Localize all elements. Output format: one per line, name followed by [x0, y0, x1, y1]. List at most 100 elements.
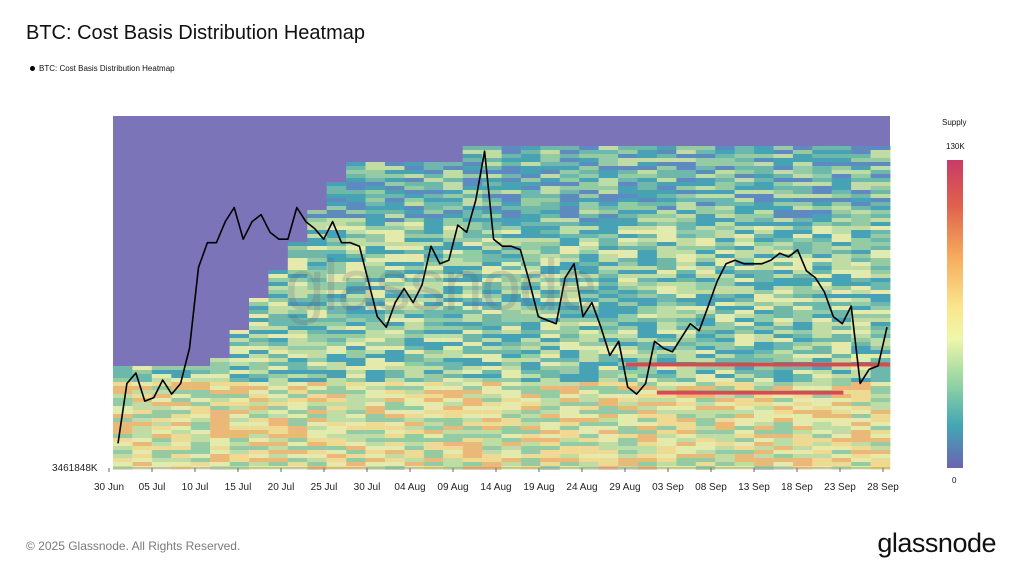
heatmap-cell	[676, 406, 697, 410]
heatmap-cell	[618, 458, 638, 462]
heatmap-cell	[443, 326, 464, 330]
heatmap-cell	[559, 426, 580, 430]
heatmap-cell	[792, 238, 813, 242]
heatmap-cell	[618, 214, 638, 218]
heatmap-cell	[773, 174, 794, 178]
heatmap-cell	[831, 366, 852, 370]
heatmap-cell	[346, 414, 366, 418]
heatmap-cell	[792, 222, 813, 226]
heatmap-cell	[734, 194, 755, 198]
heatmap-cell	[346, 446, 366, 450]
heatmap-cell	[501, 386, 522, 390]
heatmap-cell	[423, 246, 444, 250]
heatmap-cell	[734, 422, 755, 426]
heatmap-cell	[482, 238, 502, 242]
heatmap-cell	[501, 342, 522, 346]
heatmap-cell	[346, 250, 366, 254]
heatmap-cell	[851, 326, 871, 330]
heatmap-cell	[773, 206, 794, 210]
heatmap-cell	[792, 150, 813, 154]
heatmap-cell	[346, 366, 366, 370]
heatmap-cell	[715, 406, 736, 410]
heatmap-cell	[365, 250, 386, 254]
heatmap-cell	[482, 450, 502, 454]
heatmap-cell	[151, 398, 172, 402]
heatmap-cell	[637, 390, 658, 394]
heatmap-cell	[365, 298, 386, 302]
heatmap-cell	[210, 374, 230, 378]
heatmap-cell	[404, 406, 425, 410]
heatmap-cell	[734, 246, 755, 250]
heatmap-cell	[229, 418, 250, 422]
heatmap-cell	[715, 374, 736, 378]
heatmap-cell	[559, 338, 580, 342]
heatmap-cell	[734, 358, 755, 362]
heatmap-cell	[754, 342, 774, 346]
heatmap-cell	[579, 346, 600, 350]
heatmap-cell	[851, 398, 871, 402]
heatmap-cell	[151, 442, 172, 446]
heatmap-cell	[656, 266, 677, 270]
heatmap-cell	[132, 374, 153, 378]
heatmap-cell	[268, 390, 289, 394]
heatmap-cell	[792, 414, 813, 418]
heatmap-cell	[579, 322, 600, 326]
heatmap-cell	[423, 314, 444, 318]
heatmap-cell	[656, 374, 677, 378]
heatmap-cell	[326, 414, 347, 418]
heatmap-cell	[501, 406, 522, 410]
heatmap-cell	[210, 422, 230, 426]
heatmap-cell	[462, 442, 483, 446]
heatmap-cell	[287, 406, 308, 410]
heatmap-cell	[579, 158, 600, 162]
heatmap-cell	[792, 394, 813, 398]
heatmap-cell	[812, 230, 833, 234]
heatmap-cell	[346, 314, 366, 318]
heatmap-cell	[618, 346, 638, 350]
heatmap-cell	[851, 198, 871, 202]
heatmap-cell	[773, 422, 794, 426]
heatmap-cell	[579, 178, 600, 182]
heatmap-cell	[346, 338, 366, 342]
heatmap-cell	[210, 378, 230, 382]
heatmap-cell	[482, 182, 502, 186]
heatmap-cell	[637, 154, 658, 158]
heatmap-cell	[695, 410, 716, 414]
heatmap-cell	[520, 302, 541, 306]
heatmap-cell	[268, 286, 289, 290]
heatmap-cell	[812, 358, 833, 362]
heatmap-cell	[773, 218, 794, 222]
heatmap-cell	[326, 450, 347, 454]
heatmap-cell	[482, 338, 502, 342]
heatmap-cell	[637, 430, 658, 434]
heatmap-cell	[851, 190, 871, 194]
heatmap-cell	[384, 182, 405, 186]
heatmap-cell	[462, 394, 483, 398]
heatmap-cell	[346, 214, 366, 218]
heatmap-cell	[423, 210, 444, 214]
heatmap-cell	[754, 286, 774, 290]
heatmap-cell	[598, 194, 619, 198]
heatmap-cell	[384, 334, 405, 338]
heatmap-cell	[365, 382, 386, 386]
heatmap-cell	[831, 190, 852, 194]
heatmap-cell	[404, 326, 425, 330]
heatmap-cell	[268, 342, 289, 346]
heatmap-cell	[559, 238, 580, 242]
heatmap-cell	[754, 370, 774, 374]
heatmap-cell	[462, 218, 483, 222]
heatmap-cell	[210, 390, 230, 394]
heatmap-cell	[268, 270, 289, 274]
heatmap-cell	[520, 422, 541, 426]
heatmap-cell	[190, 386, 211, 390]
heatmap-cell	[151, 434, 172, 438]
heatmap-cell	[656, 382, 677, 386]
heatmap-cell	[190, 374, 211, 378]
heatmap-cell	[287, 258, 308, 262]
heatmap-cell	[579, 190, 600, 194]
heatmap-cell	[307, 370, 328, 374]
heatmap-cell	[287, 458, 308, 462]
heatmap-cell	[715, 410, 736, 414]
heatmap-cell	[773, 158, 794, 162]
heatmap-cell	[618, 390, 638, 394]
